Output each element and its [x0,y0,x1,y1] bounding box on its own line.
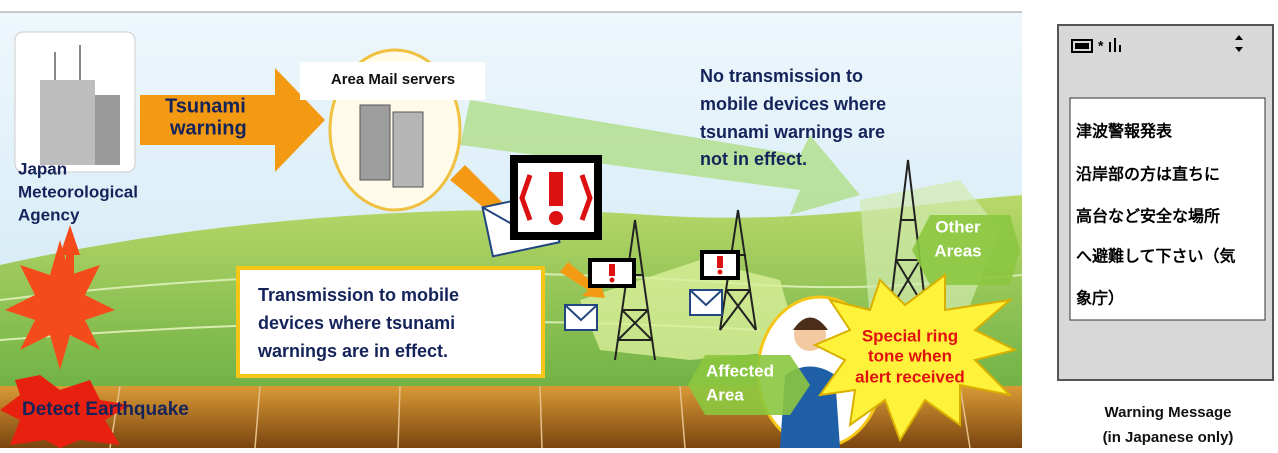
shape [393,112,423,187]
transmission-text: warnings are in effect. [257,341,448,361]
shape [95,95,120,165]
page: Japan Meteorological Agency Tsunami warn… [0,0,1278,448]
ring-tone-label: Special ring [862,326,958,345]
phone-message-line: 象庁） [1076,289,1124,308]
other-areas-label: Areas [934,241,981,260]
source-label: Meteorological [18,182,138,201]
earthquake-label: Detect Earthquake [22,399,189,420]
shape [549,172,563,206]
warning-label: Tsunami [165,95,246,117]
shape [718,270,723,275]
source-label: Agency [18,205,80,224]
shape [717,256,723,268]
phone: * [1058,25,1273,380]
shape [549,211,563,225]
phone-message-line: へ避難して下さい（気 [1076,247,1236,266]
no-transmission-text: mobile devices where [700,94,886,114]
shape [1075,43,1089,49]
diagram: Japan Meteorological Agency Tsunami warn… [0,0,1278,448]
affected-area-label: Area [706,385,744,404]
no-transmission-text: No transmission to [700,66,863,86]
server-label: Area Mail servers [331,71,455,88]
phone-message-line: 津波警報発表 [1076,122,1173,141]
warning-label: warning [169,117,247,139]
no-transmission-text: not in effect. [700,149,807,169]
shape [40,80,95,165]
shape [360,105,390,180]
phone-message-line: 沿岸部の方は直ちに [1076,165,1220,184]
no-transmission-text: tsunami warnings are [700,122,885,142]
phone-message-line: 高台など安全な場所 [1076,207,1220,226]
agency-building [15,32,135,172]
affected-area-label: Affected [706,361,774,380]
ring-tone-label: tone when [868,346,952,365]
shape [610,278,615,283]
phone-caption: Warning Message [1105,404,1232,421]
transmission-text: Transmission to mobile [258,285,459,305]
shape [609,264,615,276]
signal-icon: * [1098,38,1104,54]
other-areas-label: Other [935,217,981,236]
source-label: Japan [18,159,67,178]
phone-caption: (in Japanese only) [1103,429,1234,446]
ring-tone-label: alert received [855,367,965,386]
transmission-text: devices where tsunami [258,313,455,333]
